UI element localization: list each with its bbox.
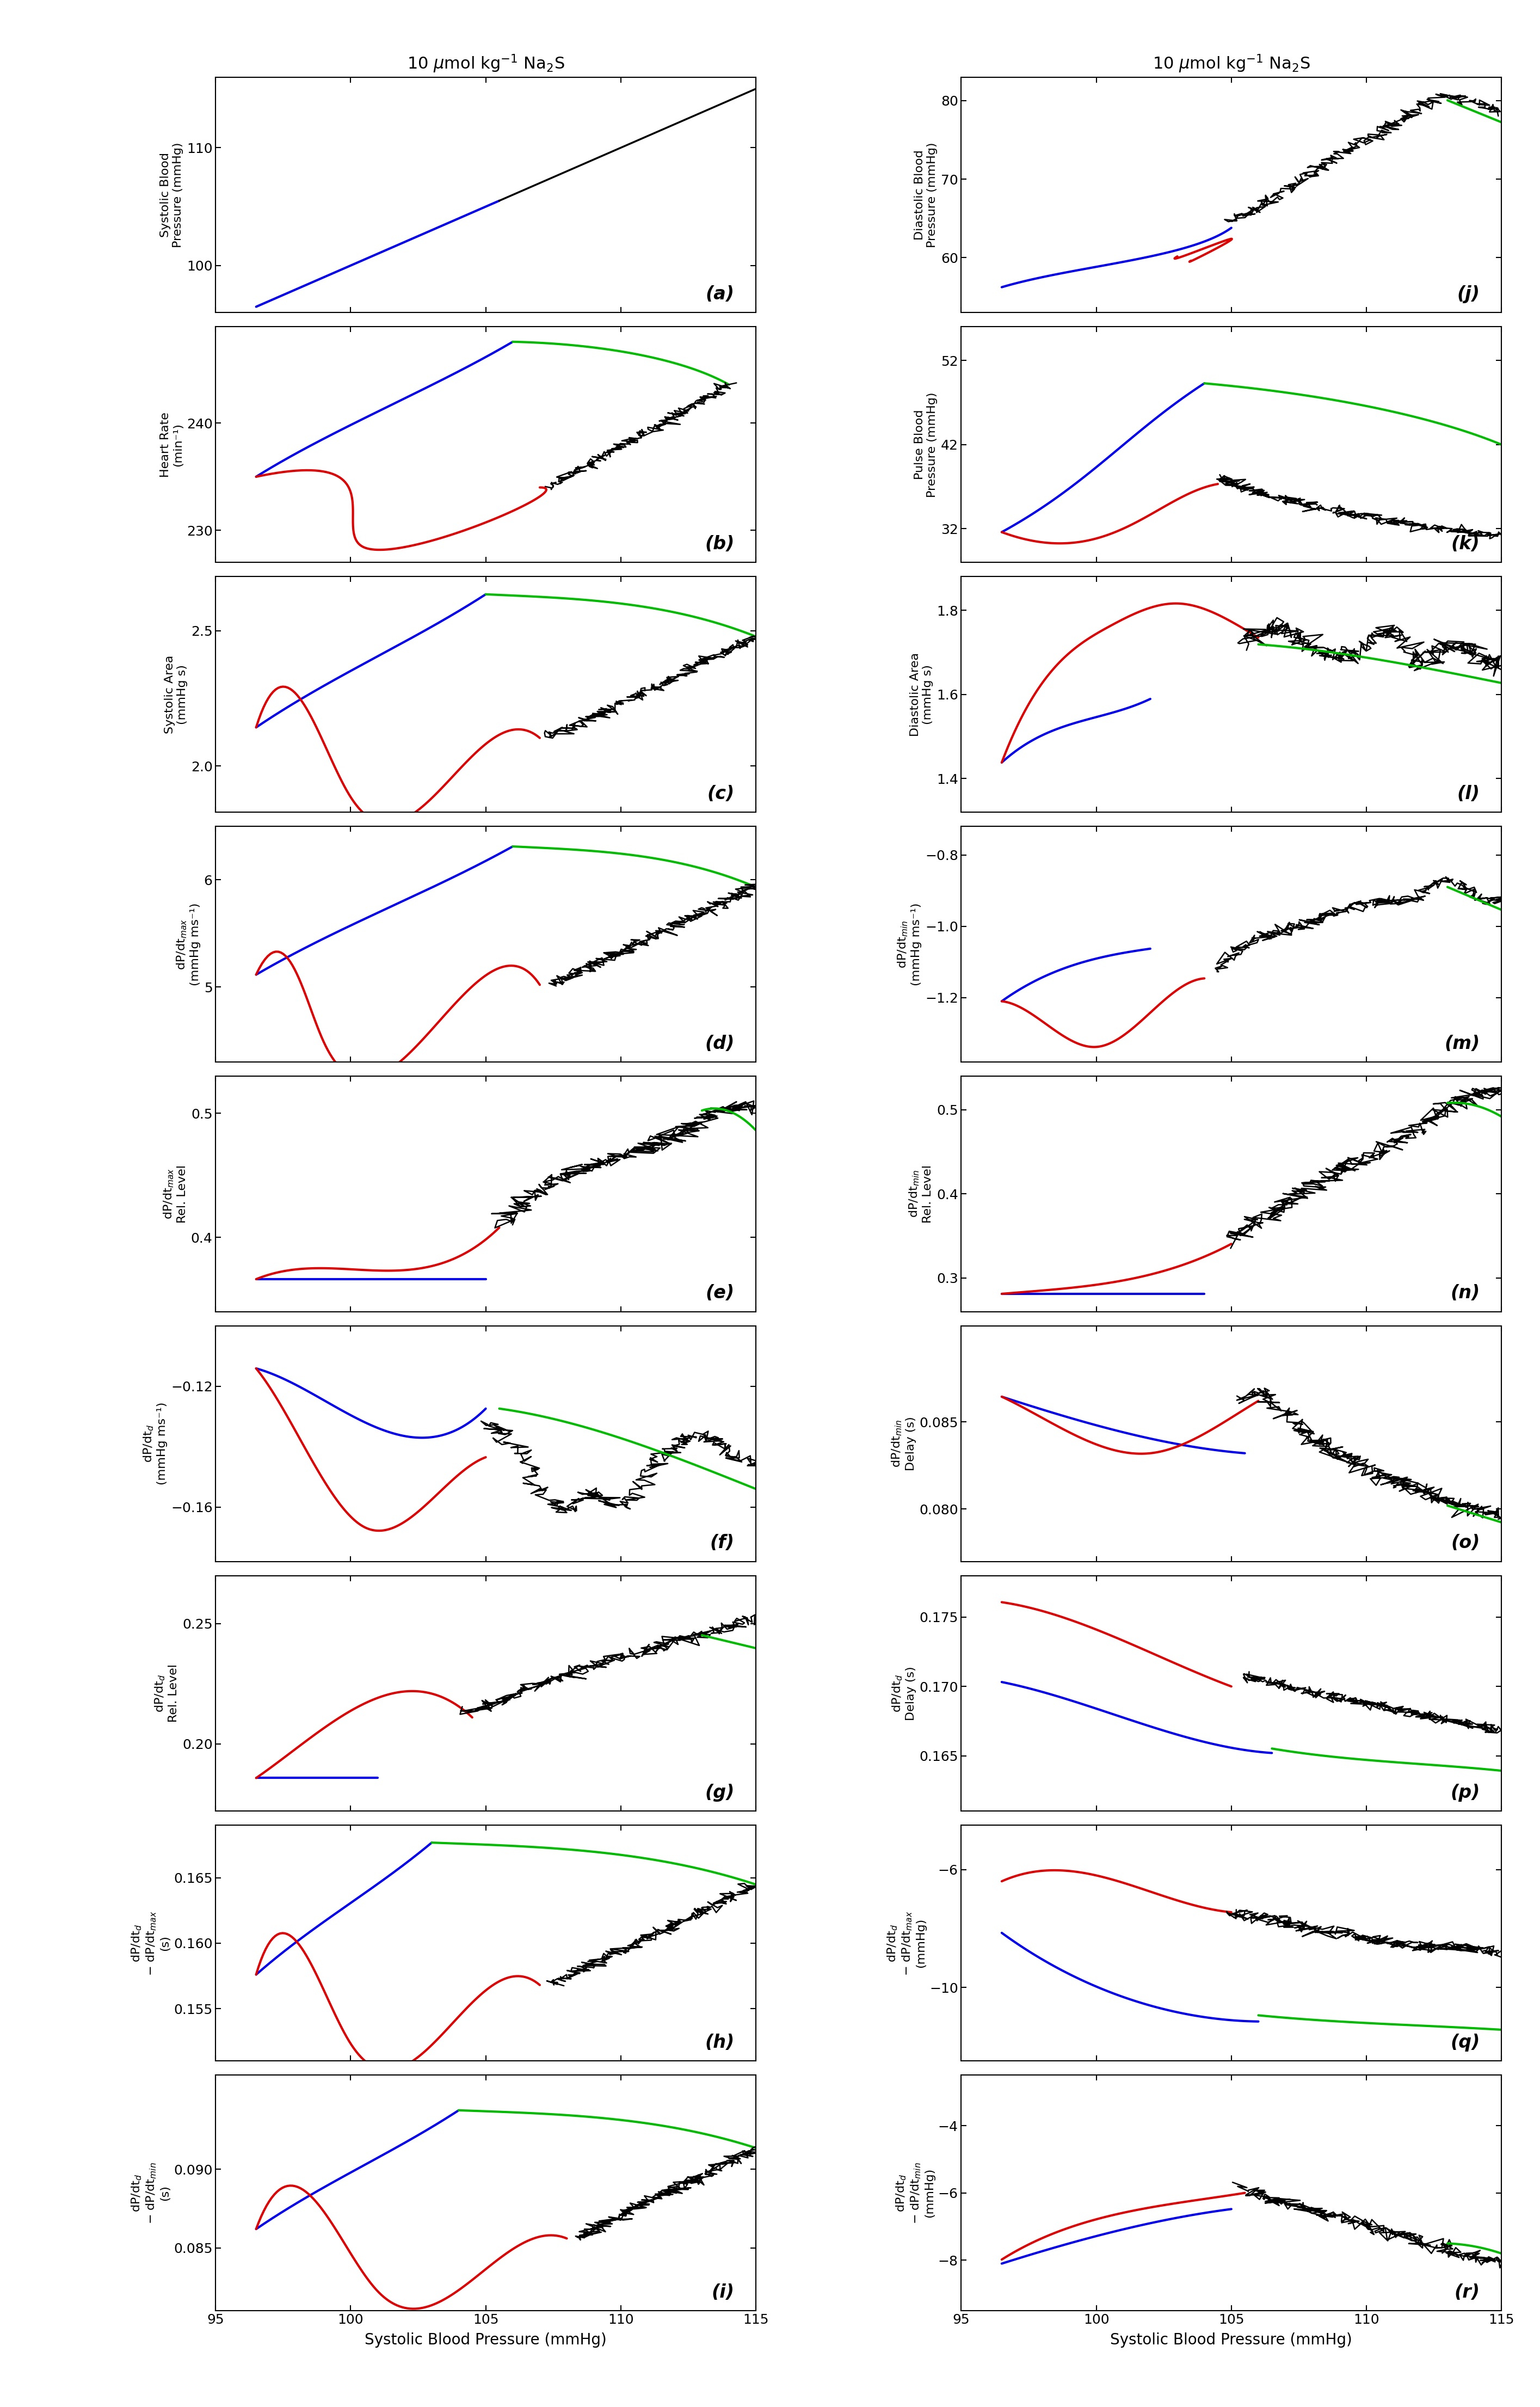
Text: (e): (e) — [705, 1285, 735, 1302]
Y-axis label: Systolic Area
(mmHg s): Systolic Area (mmHg s) — [165, 655, 188, 734]
Text: (d): (d) — [705, 1035, 735, 1052]
Y-axis label: dP/dt$_d$
(mmHg ms⁻¹): dP/dt$_d$ (mmHg ms⁻¹) — [142, 1403, 168, 1485]
Title: 10 $\mu$mol kg$^{-1}$ Na$_2$S: 10 $\mu$mol kg$^{-1}$ Na$_2$S — [407, 53, 565, 75]
Text: (o): (o) — [1451, 1533, 1480, 1553]
Title: 10 $\mu$mol kg$^{-1}$ Na$_2$S: 10 $\mu$mol kg$^{-1}$ Na$_2$S — [1152, 53, 1311, 75]
Text: (f): (f) — [710, 1533, 735, 1553]
Y-axis label: dP/dt$_{max}$
Rel. Level: dP/dt$_{max}$ Rel. Level — [162, 1165, 188, 1223]
Y-axis label: dP/dt$_d$
− dP/dt$_{min}$
(s): dP/dt$_d$ − dP/dt$_{min}$ (s) — [131, 2161, 171, 2224]
Text: (j): (j) — [1457, 286, 1480, 303]
X-axis label: Systolic Blood Pressure (mmHg): Systolic Blood Pressure (mmHg) — [1110, 2332, 1352, 2347]
Y-axis label: dP/dt$_{min}$
Delay (s): dP/dt$_{min}$ Delay (s) — [890, 1415, 916, 1471]
Y-axis label: dP/dt$_{min}$
(mmHg ms⁻¹): dP/dt$_{min}$ (mmHg ms⁻¹) — [896, 903, 922, 984]
Text: (g): (g) — [705, 1784, 735, 1803]
Text: (b): (b) — [705, 534, 735, 554]
Text: (i): (i) — [711, 2284, 735, 2301]
Y-axis label: Diastolic Blood
Pressure (mmHg): Diastolic Blood Pressure (mmHg) — [915, 142, 938, 248]
Y-axis label: dP/dt$_{min}$
Rel. Level: dP/dt$_{min}$ Rel. Level — [909, 1165, 933, 1223]
X-axis label: Systolic Blood Pressure (mmHg): Systolic Blood Pressure (mmHg) — [365, 2332, 607, 2347]
Text: (l): (l) — [1457, 785, 1480, 804]
Text: (k): (k) — [1451, 534, 1480, 554]
Y-axis label: dP/dt$_d$
− dP/dt$_{min}$
(mmHg): dP/dt$_d$ − dP/dt$_{min}$ (mmHg) — [895, 2161, 935, 2224]
Text: (n): (n) — [1451, 1285, 1480, 1302]
Y-axis label: dP/dt$_d$
− dP/dt$_{max}$
(s): dP/dt$_d$ − dP/dt$_{max}$ (s) — [131, 1911, 171, 1976]
Text: (p): (p) — [1451, 1784, 1480, 1803]
Y-axis label: dP/dt$_d$
− dP/dt$_{max}$
(mmHg): dP/dt$_d$ − dP/dt$_{max}$ (mmHg) — [885, 1911, 927, 1976]
Y-axis label: Heart Rate
(min⁻¹): Heart Rate (min⁻¹) — [160, 412, 183, 477]
Y-axis label: Pulse Blood
Pressure (mmHg): Pulse Blood Pressure (mmHg) — [915, 392, 938, 498]
Text: (m): (m) — [1445, 1035, 1480, 1052]
Y-axis label: dP/dt$_d$
Rel. Level: dP/dt$_d$ Rel. Level — [154, 1663, 179, 1723]
Text: (r): (r) — [1454, 2284, 1480, 2301]
Text: (c): (c) — [707, 785, 735, 804]
Y-axis label: Systolic Blood
Pressure (mmHg): Systolic Blood Pressure (mmHg) — [160, 142, 183, 248]
Text: (q): (q) — [1451, 2034, 1480, 2051]
Y-axis label: dP/dt$_{max}$
(mmHg ms⁻¹): dP/dt$_{max}$ (mmHg ms⁻¹) — [176, 903, 200, 984]
Y-axis label: Diastolic Area
(mmHg s): Diastolic Area (mmHg s) — [910, 652, 933, 737]
Y-axis label: dP/dt$_d$
Delay (s): dP/dt$_d$ Delay (s) — [890, 1666, 916, 1721]
Text: (a): (a) — [705, 286, 735, 303]
Text: (h): (h) — [705, 2034, 735, 2051]
